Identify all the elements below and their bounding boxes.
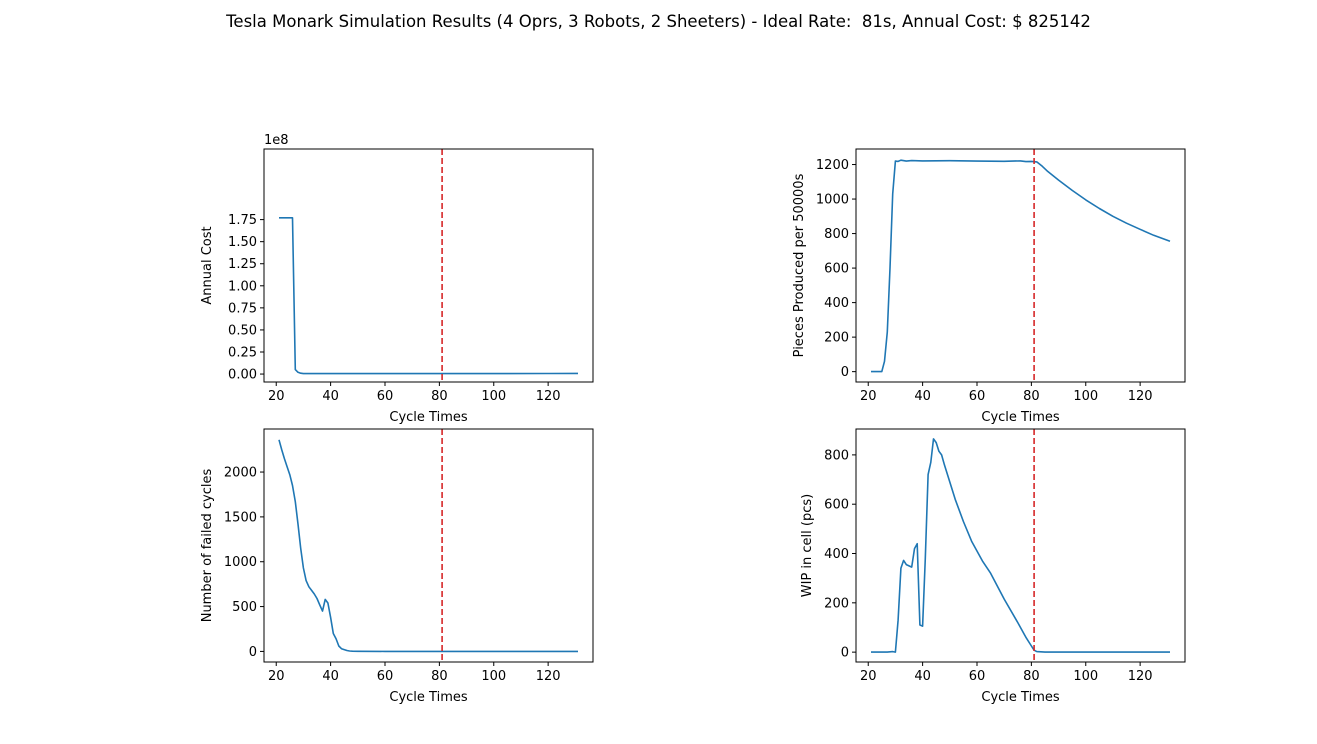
y-tick-label: 0.00 bbox=[228, 368, 257, 383]
x-tick-label: 20 bbox=[860, 669, 877, 684]
x-axis-label: Cycle Times bbox=[981, 690, 1059, 705]
series-line bbox=[871, 159, 1171, 373]
x-tick-label: 40 bbox=[322, 669, 339, 684]
x-tick-label: 40 bbox=[322, 389, 339, 404]
y-tick-label: 400 bbox=[824, 296, 849, 311]
y-tick-label: 800 bbox=[824, 227, 849, 242]
axes-frame bbox=[855, 148, 1186, 383]
y-axis-label: Number of failed cycles bbox=[200, 469, 215, 623]
subplot-3: 20 40 60 80 100 120 0 500 1000 1500 2000 Cycle Time… bbox=[200, 428, 594, 705]
y-tick-label: 0 bbox=[249, 645, 257, 660]
y-offset-label: 1e8 bbox=[264, 133, 289, 148]
y-tick-label: 800 bbox=[824, 448, 849, 463]
y-tick-label: 500 bbox=[232, 600, 257, 615]
x-tick-label: 60 bbox=[969, 669, 986, 684]
subplot-2: 20 40 60 80 100 120020040060080010001200Cycle… bbox=[792, 148, 1186, 425]
x-tick-label: 80 bbox=[1023, 669, 1040, 684]
y-tick-label: 0.50 bbox=[228, 323, 257, 338]
y-tick-label: 1000 bbox=[224, 555, 257, 570]
y-tick-label: 0 bbox=[841, 646, 849, 661]
x-tick-label: 120 bbox=[536, 669, 561, 684]
y-tick-label: 0 bbox=[841, 365, 849, 380]
x-tick-label: 60 bbox=[377, 389, 394, 404]
y-tick-label: 1500 bbox=[224, 510, 257, 525]
x-tick-label: 100 bbox=[481, 389, 506, 404]
x-tick-label: 80 bbox=[1023, 389, 1040, 404]
y-tick-label: 600 bbox=[824, 498, 849, 513]
x-tick-label: 80 bbox=[431, 389, 448, 404]
x-tick-label: 100 bbox=[1073, 669, 1098, 684]
x-axis-label: Cycle Times bbox=[389, 690, 467, 705]
series-line bbox=[871, 438, 1170, 653]
x-axis-label: Cycle Times bbox=[981, 410, 1059, 425]
y-tick-label: 1.75 bbox=[228, 213, 257, 228]
y-axis-label: Pieces Produced per 50000s bbox=[792, 173, 807, 357]
x-tick-label: 20 bbox=[268, 389, 285, 404]
x-tick-label: 20 bbox=[860, 389, 877, 404]
y-tick-label: 1.00 bbox=[228, 279, 257, 294]
x-tick-label: 60 bbox=[969, 389, 986, 404]
series-line bbox=[279, 217, 579, 375]
y-tick-label: 1.25 bbox=[228, 257, 257, 272]
y-tick-label: 2000 bbox=[224, 466, 257, 481]
y-tick-label: 200 bbox=[824, 331, 849, 346]
axes-frame bbox=[263, 428, 594, 663]
x-tick-label: 40 bbox=[914, 389, 931, 404]
subplot-4: 20 40 60 80 100 120 0 200 400 600 800 Cycle Times WI… bbox=[800, 428, 1186, 705]
axes-frame bbox=[855, 428, 1186, 663]
y-axis-label: Annual Cost bbox=[200, 226, 215, 304]
y-tick-label: 1200 bbox=[816, 158, 849, 173]
x-tick-label: 120 bbox=[1128, 669, 1153, 684]
figure-title: Tesla Monark Simulation Results (4 Oprs,… bbox=[226, 12, 1091, 31]
axes-frame bbox=[263, 148, 594, 383]
x-tick-label: 100 bbox=[1073, 389, 1098, 404]
x-axis-label: Cycle Times bbox=[389, 410, 467, 425]
y-tick-label: 1.50 bbox=[228, 235, 257, 250]
x-tick-label: 80 bbox=[431, 669, 448, 684]
x-tick-label: 120 bbox=[1128, 389, 1153, 404]
x-tick-label: 40 bbox=[914, 669, 931, 684]
x-tick-label: 20 bbox=[268, 669, 285, 684]
y-tick-label: 600 bbox=[824, 262, 849, 277]
y-tick-label: 200 bbox=[824, 596, 849, 611]
x-tick-label: 120 bbox=[536, 389, 561, 404]
y-axis-label: WIP in cell (pcs) bbox=[800, 494, 815, 597]
y-tick-label: 0.75 bbox=[228, 301, 257, 316]
y-tick-label: 0.25 bbox=[228, 345, 257, 360]
subplot-1: 20 40 60 80 100 120 0.00 0.25 0.50 0.75 1.00 1.25 1.… bbox=[200, 133, 594, 425]
x-tick-label: 100 bbox=[481, 669, 506, 684]
y-tick-label: 400 bbox=[824, 547, 849, 562]
series-line bbox=[278, 439, 578, 653]
y-tick-label: 1000 bbox=[816, 193, 849, 208]
x-tick-label: 60 bbox=[377, 669, 394, 684]
